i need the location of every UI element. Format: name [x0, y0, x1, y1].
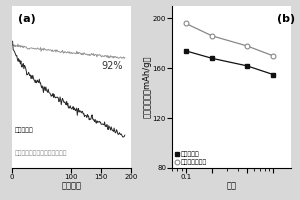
X-axis label: 倍率: 倍率 — [226, 182, 237, 191]
Text: 高电压高能量长循环山命魈酸锂: 高电压高能量长循环山命魈酸锂 — [14, 150, 67, 156]
Text: (b): (b) — [277, 14, 295, 24]
Legend: 普通魈酸锂, 高电压高能量长: 普通魈酸锂, 高电压高能量长 — [176, 152, 207, 165]
Text: 普通魈酸锂: 普通魈酸锂 — [14, 128, 33, 133]
Text: 92%: 92% — [101, 61, 122, 71]
Text: (a): (a) — [18, 14, 36, 24]
Y-axis label: 放电比容量（mAh/g）: 放电比容量（mAh/g） — [142, 56, 151, 118]
X-axis label: 循环圈数: 循环圈数 — [61, 182, 81, 191]
